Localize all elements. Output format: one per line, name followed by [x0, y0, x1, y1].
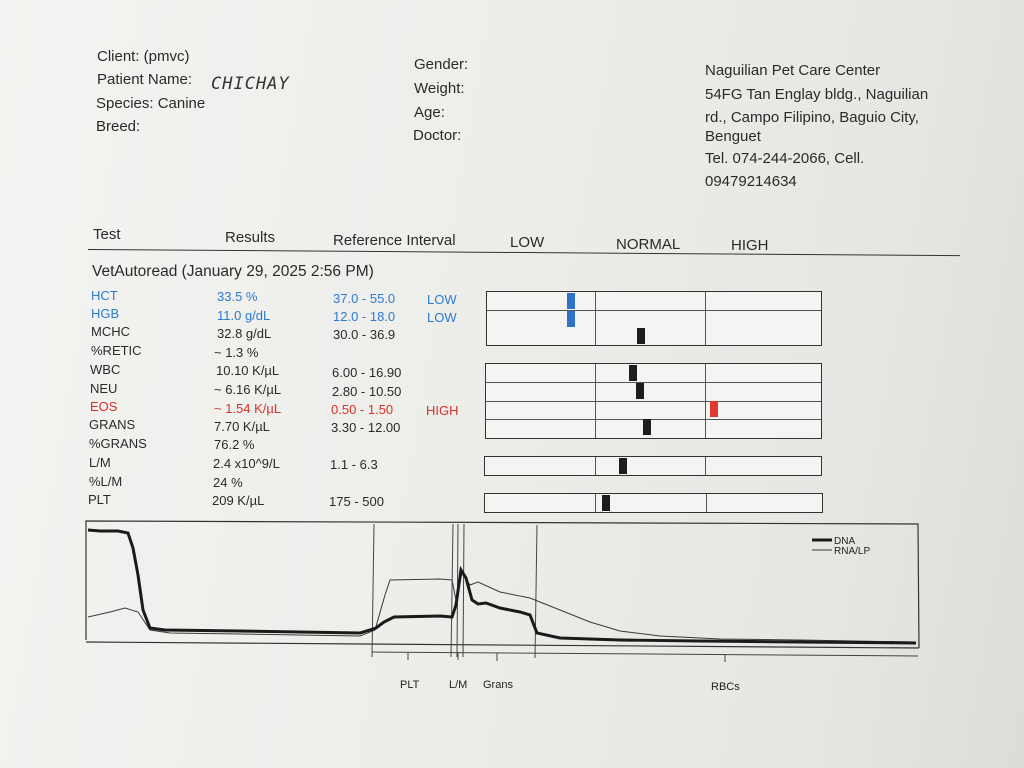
test-name: EOS: [90, 399, 118, 414]
test-reference: 1.1 - 6.3: [330, 457, 378, 472]
test-reference: 175 - 500: [329, 494, 384, 509]
test-name: WBC: [90, 362, 121, 377]
hct-indicator-marker: [567, 293, 575, 309]
test-flag: LOW: [427, 292, 457, 307]
breed-label: Breed:: [96, 118, 141, 135]
test-name: MCHC: [91, 324, 130, 339]
test-name: %L/M: [89, 474, 123, 489]
grans-indicator-marker: [643, 419, 651, 435]
test-flag: HIGH: [426, 403, 459, 418]
test-reference: 12.0 - 18.0: [333, 309, 396, 324]
species-label: Species: Canine: [96, 95, 206, 112]
test-name: NEU: [90, 381, 118, 396]
clinic-address-2: rd., Campo Filipino, Baguio City,: [705, 109, 919, 126]
test-result: 24 %: [213, 475, 243, 490]
test-result: 10.10 K/µL: [216, 363, 280, 378]
rna-lp-curve: [87, 571, 916, 643]
clinic-cell: 09479214634: [705, 173, 797, 190]
region-label-lm: L/M: [449, 679, 467, 691]
mchc-indicator-marker: [637, 328, 645, 344]
dna-curve: [87, 528, 917, 645]
test-reference: 37.0 - 55.0: [333, 291, 396, 306]
neu-indicator-marker: [636, 383, 644, 399]
plt-indicator-marker: [602, 495, 610, 511]
clinic-address-1: 54FG Tan Englay bldg., Naguilian: [705, 86, 929, 103]
test-reference: 2.80 - 10.50: [332, 384, 402, 399]
eos-indicator-marker: [710, 401, 718, 417]
legend-rna-lp: RNA/LP: [834, 546, 870, 557]
range-bar-mchc: [486, 327, 822, 346]
range-bar-plt: [484, 493, 823, 513]
test-result: 209 K/µL: [212, 493, 265, 508]
test-name: HCT: [91, 288, 118, 303]
test-result: 32.8 g/dL: [217, 326, 272, 341]
clinic-address-3: Benguet: [705, 128, 761, 145]
region-label-grans: Grans: [483, 679, 513, 691]
test-reference: 0.50 - 1.50: [331, 402, 394, 417]
hgb-indicator-marker: [567, 311, 575, 327]
age-label: Age:: [414, 104, 445, 121]
test-result: 2.4 x10^9/L: [213, 456, 280, 471]
test-name: L/M: [89, 455, 111, 470]
region-label-rbcs: RBCs: [711, 681, 740, 693]
test-name: GRANS: [89, 417, 136, 432]
region-label-plt: PLT: [400, 679, 420, 691]
test-reference: 3.30 - 12.00: [331, 420, 401, 435]
test-result: 11.0 g/dL: [217, 308, 271, 323]
col-normal: NORMAL: [616, 236, 681, 253]
col-high: HIGH: [731, 237, 769, 254]
col-low: LOW: [510, 234, 545, 251]
test-reference: 6.00 - 16.90: [332, 365, 402, 380]
gender-label: Gender:: [414, 56, 469, 73]
range-bar-lm: [484, 456, 822, 476]
client-label: Client: (pmvc): [97, 48, 190, 65]
range-bar-hct-hgb: [486, 291, 822, 329]
test-result: 7.70 K/µL: [214, 419, 270, 434]
test-name: %GRANS: [89, 436, 147, 451]
test-reference: 30.0 - 36.9: [333, 327, 396, 342]
run-title: VetAutoread (January 29, 2025 2:56 PM): [92, 263, 374, 280]
test-result: ~ 1.3 %: [214, 345, 259, 360]
test-result: ~ 6.16 K/µL: [214, 382, 282, 397]
col-test: Test: [93, 226, 121, 243]
test-flag: LOW: [427, 310, 457, 325]
test-name: %RETIC: [91, 343, 142, 358]
test-name: PLT: [88, 492, 111, 507]
wbc-indicator-marker: [629, 365, 637, 381]
test-result: 76.2 %: [214, 437, 255, 452]
patient-name-handwritten: CHICHAY: [211, 74, 290, 94]
doctor-label: Doctor:: [413, 127, 462, 144]
patient-name-label: Patient Name:: [97, 71, 193, 88]
range-bar-wbc-group: [485, 363, 822, 439]
col-reference: Reference Interval: [333, 232, 456, 249]
clinic-name: Naguilian Pet Care Center: [705, 62, 881, 79]
clinic-phone: Tel. 074-244-2066, Cell.: [705, 150, 865, 167]
legend-dna: DNA: [834, 536, 855, 547]
test-result: ~ 1.54 K/µL: [214, 401, 282, 416]
col-results: Results: [225, 229, 276, 246]
lm-indicator-marker: [619, 458, 627, 474]
histogram-legend: DNA RNA/LP: [812, 536, 870, 557]
test-result: 33.5 %: [217, 289, 258, 304]
weight-label: Weight:: [414, 80, 465, 97]
test-name: HGB: [91, 306, 120, 321]
